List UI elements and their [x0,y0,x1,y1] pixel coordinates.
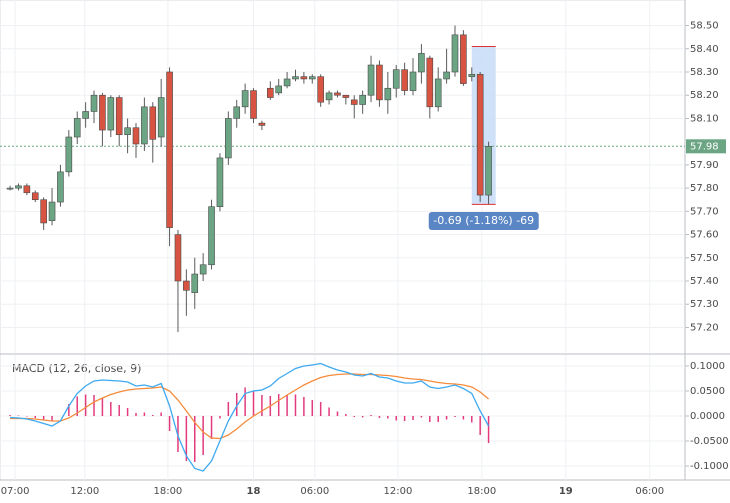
candle-body [157,97,165,138]
candle-body [267,87,274,98]
x-tick-label: 06:00 [635,486,664,497]
y-tick-label: 57.60 [690,230,719,241]
candle-body [99,94,106,131]
candle-body [40,199,47,224]
candle-body [183,280,190,291]
candle-body [342,94,350,98]
candle-body [141,106,148,145]
x-tick-label: 19 [559,486,573,497]
candle-body [485,146,492,196]
candle-body [426,57,434,108]
candle-body [166,71,173,228]
candle-body [216,157,224,207]
y-tick-label: 0.0000 [690,411,725,422]
y-tick-label: 57.50 [690,253,719,264]
y-tick-label: -0.0500 [690,436,729,447]
x-tick-label: 12:00 [70,486,99,497]
candle-body [48,201,56,221]
candle-body [250,90,257,119]
plot-frame [0,0,686,481]
y-tick-label: 58.20 [690,90,719,101]
candle-body [258,122,266,126]
last-price-label: 57.98 [690,141,719,152]
y-tick-label: -0.1000 [690,461,729,472]
candle-body [275,85,283,94]
x-tick-label: 18 [247,486,261,497]
candle-body [90,94,98,112]
measure-area [471,46,496,205]
candle-body [308,76,316,80]
candle-body [6,187,14,190]
candle-body [451,34,459,73]
measure-label: -0.69 (-1.18%) -69 [433,214,534,227]
macd-line [10,362,490,472]
candle-body [317,76,324,103]
y-tick-label: 58.30 [690,67,719,78]
y-tick-label: 57.30 [690,299,719,310]
candle-body [418,53,425,73]
y-tick-label: 0.0500 [690,386,725,397]
candle-body [241,90,249,108]
y-tick-label: 58.50 [690,21,719,32]
candle-body [468,74,476,77]
candle-body [392,69,400,89]
candle-body [191,273,199,293]
candle-body [73,118,81,138]
indicator-title: MACD (12, 26, close, 9) [12,362,141,375]
candle-body [23,185,31,194]
candle-body [149,106,157,140]
candle-body [434,78,442,108]
signal-line [10,373,490,440]
candle-body [199,264,207,275]
candle-body [82,111,89,119]
y-tick-label: 0.1000 [690,361,725,372]
candle-body [283,78,291,87]
candle-body [225,118,232,159]
candle-body [443,71,450,80]
y-tick-label: 58.40 [690,44,719,55]
candle-body [174,234,182,282]
candle-body [460,34,467,84]
candle-body [65,136,73,173]
candle-body [107,97,115,131]
candle-body [300,76,308,80]
x-tick-label: 12:00 [383,486,412,497]
x-tick-label: 18:00 [153,486,182,497]
candle-body [376,64,383,101]
candle-body [132,127,140,145]
candle-body [124,127,131,135]
candle-body [31,192,39,201]
candle-body [401,69,408,91]
y-tick-label: 57.20 [690,322,719,333]
y-tick-label: 57.80 [690,183,719,194]
candle-body [292,76,299,80]
candle-body [384,87,392,101]
candle-body [476,74,484,196]
candle-body [334,92,341,96]
y-tick-label: 57.40 [690,276,719,287]
candle-body [367,64,375,96]
x-tick-label: 18:00 [467,486,496,497]
x-tick-label: 06:00 [300,486,329,497]
y-tick-label: 58.10 [690,113,719,124]
last-price-box [686,139,726,154]
x-tick-label: 07:00 [1,486,30,497]
measure-label-box [428,212,539,230]
candle-body [57,171,64,203]
candle-body [359,94,366,105]
candle-body [325,92,333,101]
candle-body [350,99,358,105]
candle-body [409,71,417,91]
candle-body [15,185,22,189]
candle-body [208,206,215,266]
y-tick-label: 57.70 [690,206,719,217]
y-tick-label: 57.90 [690,160,719,171]
candle-body [233,106,241,119]
candle-body [115,97,123,135]
